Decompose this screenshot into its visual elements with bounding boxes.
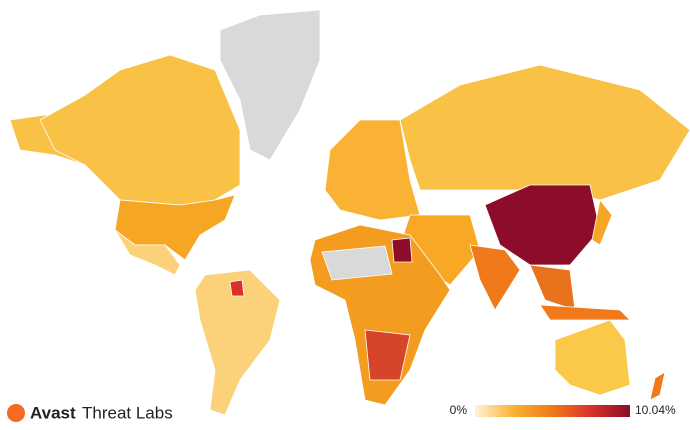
product-name: Threat Labs: [82, 403, 173, 422]
greenland: [219, 9, 321, 161]
india: [469, 244, 521, 311]
logo-icon: [7, 404, 25, 422]
russia: [399, 64, 690, 201]
china: [484, 184, 601, 266]
brand-name: Avast: [30, 403, 76, 422]
southern-africa: [364, 329, 411, 381]
japan: [591, 199, 613, 246]
logo: Avast Threat Labs: [7, 403, 173, 422]
egypt: [391, 237, 413, 263]
sahara: [321, 245, 393, 281]
legend-min-label: 0%: [450, 403, 468, 417]
legend-scale: [475, 405, 630, 417]
legend: 0% 10.04%: [450, 403, 676, 417]
indonesia: [539, 304, 631, 321]
south-america: [194, 269, 281, 416]
guiana: [229, 279, 245, 297]
map: [9, 9, 690, 416]
australia: [554, 319, 631, 396]
legend-max-label: 10.04%: [635, 403, 676, 417]
southeast-asia: [529, 264, 576, 311]
new-zealand: [649, 371, 666, 401]
mexico: [114, 229, 181, 276]
canada: [39, 54, 241, 206]
